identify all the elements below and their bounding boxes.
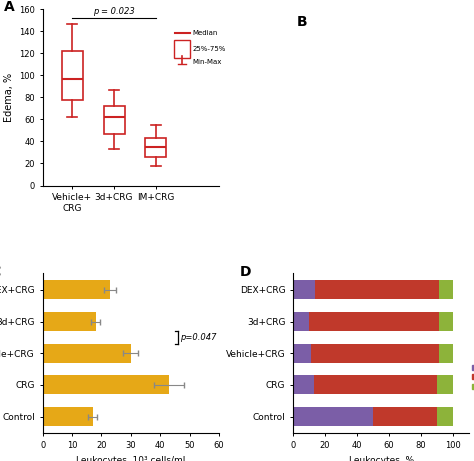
Y-axis label: Edema, %: Edema, % bbox=[4, 73, 14, 122]
Bar bbox=[43, 375, 169, 394]
Bar bbox=[314, 375, 437, 394]
Bar bbox=[293, 312, 309, 331]
Text: B: B bbox=[297, 14, 307, 29]
Text: D: D bbox=[240, 265, 252, 279]
Bar bbox=[43, 280, 110, 299]
Bar bbox=[437, 407, 453, 426]
Bar bbox=[315, 280, 439, 299]
Bar bbox=[174, 40, 190, 58]
Bar bbox=[439, 280, 453, 299]
Bar bbox=[439, 312, 453, 331]
Text: Median: Median bbox=[192, 30, 218, 36]
Text: p = 0.023: p = 0.023 bbox=[93, 7, 135, 16]
Bar bbox=[293, 344, 310, 363]
Bar bbox=[43, 344, 131, 363]
Bar bbox=[437, 375, 453, 394]
Bar bbox=[309, 312, 439, 331]
Bar bbox=[43, 407, 92, 426]
Bar bbox=[439, 344, 453, 363]
PathPatch shape bbox=[103, 106, 125, 134]
Text: p=0.047: p=0.047 bbox=[180, 333, 217, 342]
Bar bbox=[293, 375, 314, 394]
Bar bbox=[373, 407, 437, 426]
Bar bbox=[310, 344, 439, 363]
Bar bbox=[293, 280, 315, 299]
Legend: Lymphocytes, %, Granulocytes, %, Monocytes, %: Lymphocytes, %, Granulocytes, %, Monocyt… bbox=[470, 362, 474, 392]
Text: Min-Max: Min-Max bbox=[192, 59, 222, 65]
Bar bbox=[43, 312, 96, 331]
Text: 25%-75%: 25%-75% bbox=[192, 46, 226, 52]
Text: A: A bbox=[4, 0, 15, 14]
Bar bbox=[293, 407, 373, 426]
PathPatch shape bbox=[62, 51, 82, 100]
X-axis label: Leukocytes, 10³ cells/ml: Leukocytes, 10³ cells/ml bbox=[76, 455, 185, 461]
X-axis label: Leukocytes, %: Leukocytes, % bbox=[348, 455, 414, 461]
PathPatch shape bbox=[146, 138, 166, 157]
